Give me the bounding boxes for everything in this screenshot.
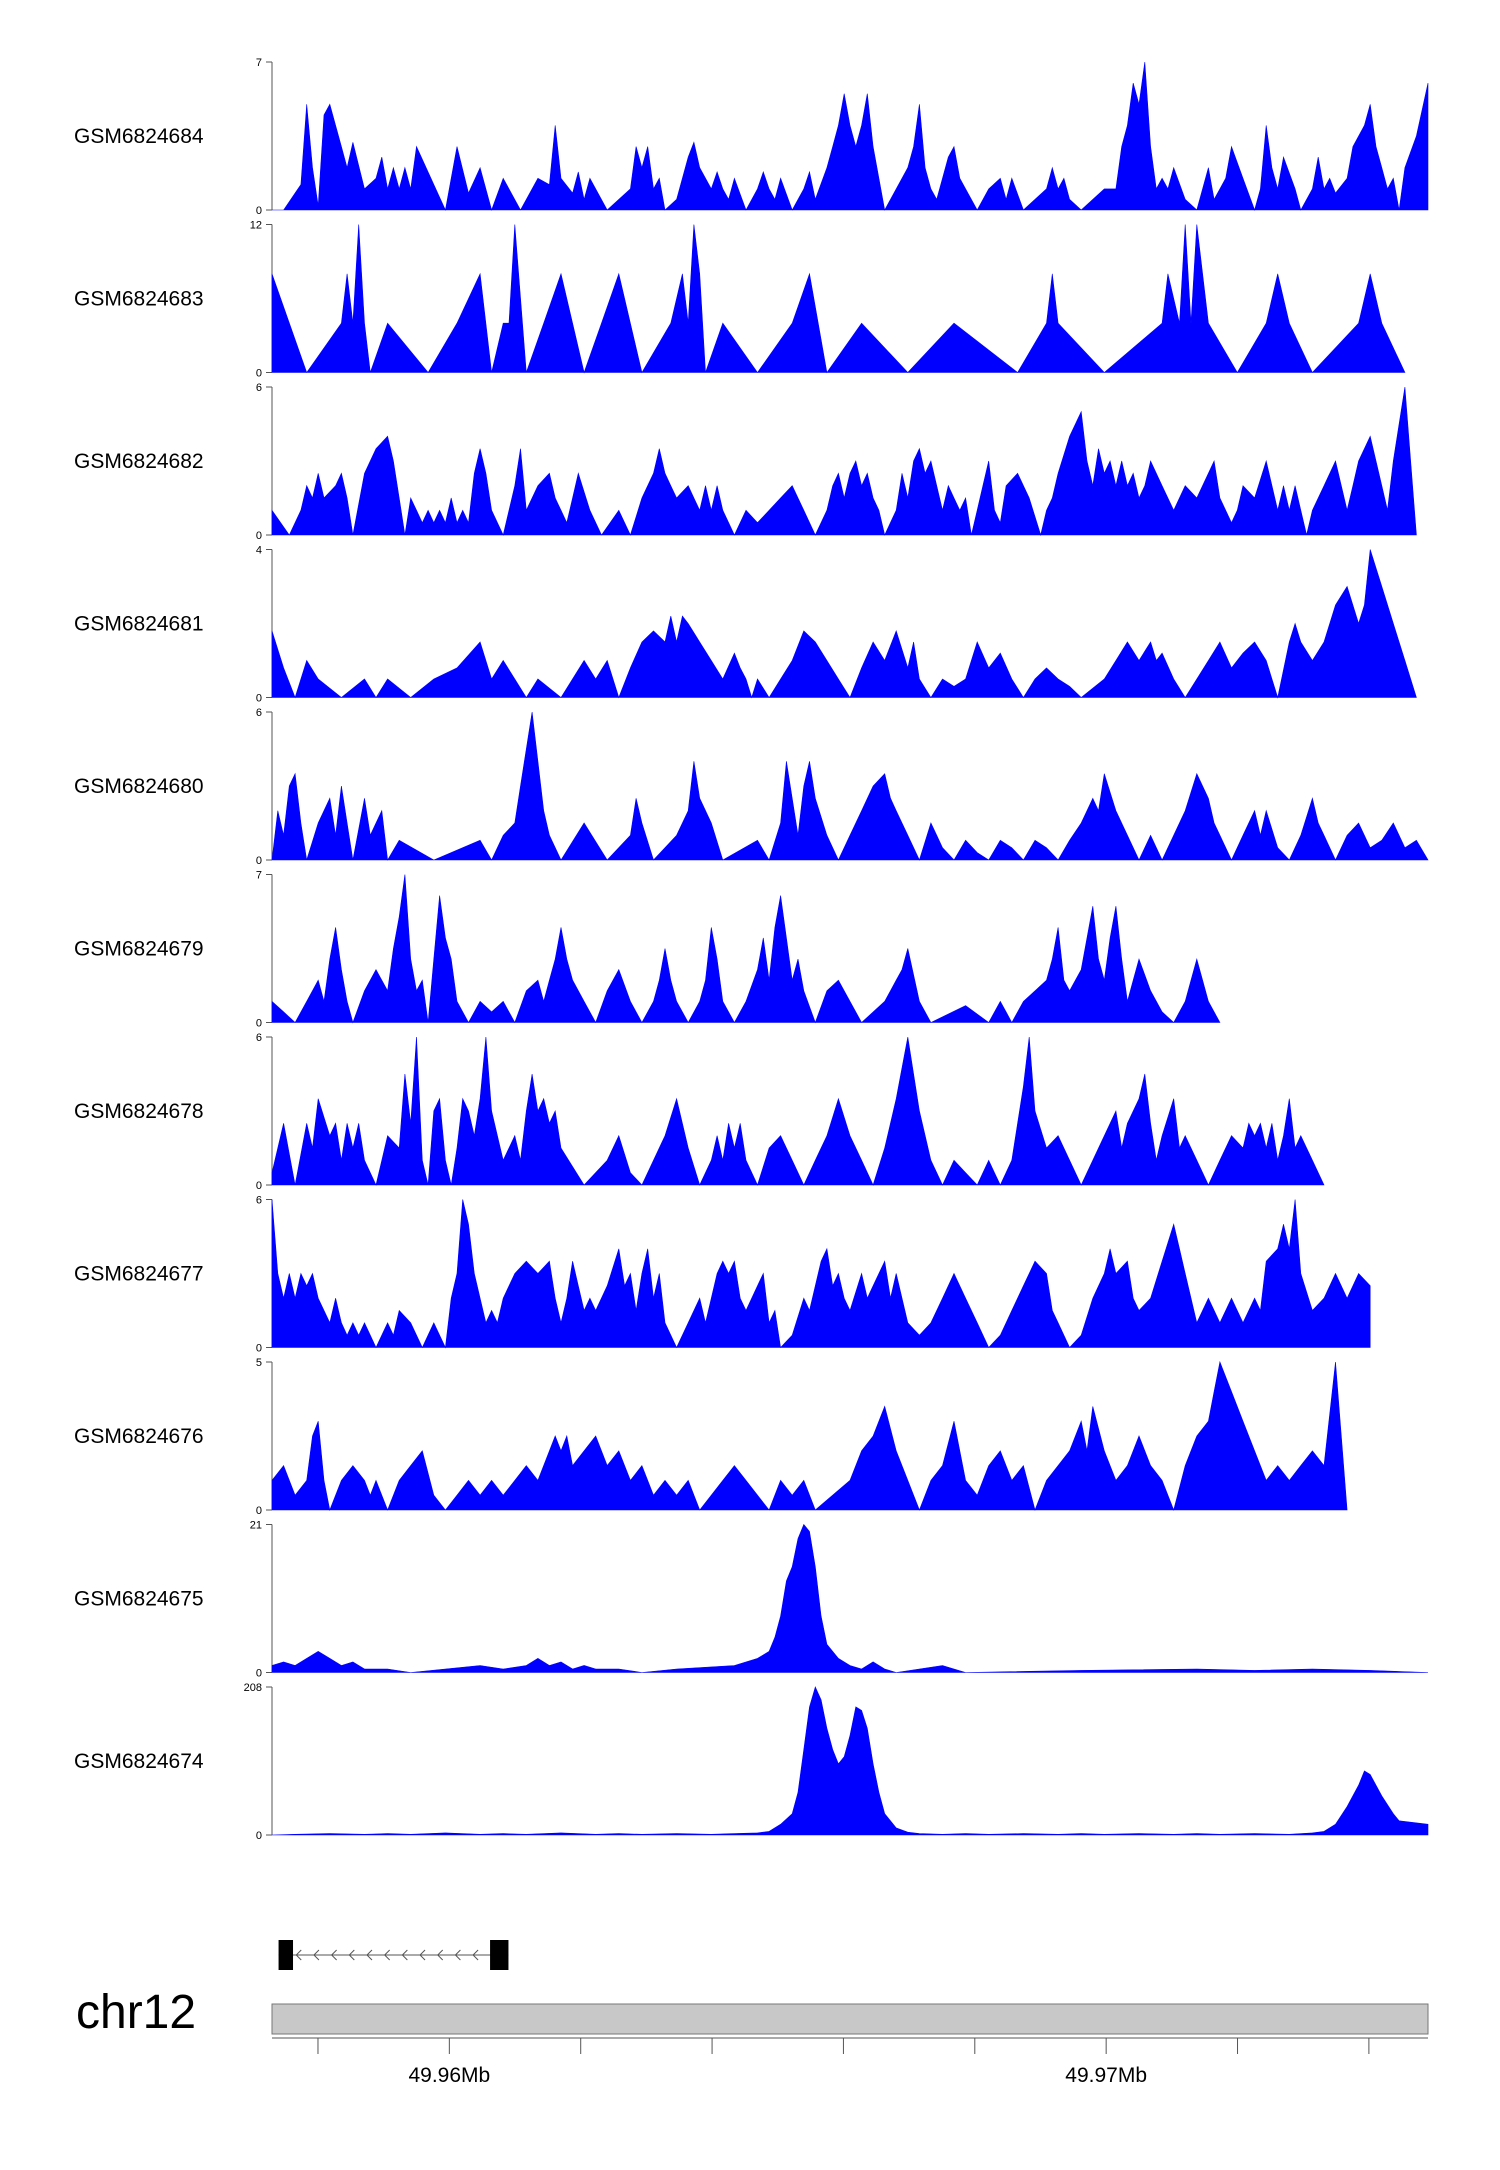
gene-exon: [490, 1940, 509, 1970]
gene-model-track: [278, 1940, 509, 1970]
coverage-area: [271, 1036, 1325, 1186]
y-tick-label-zero: 0: [256, 1668, 262, 1680]
y-tick-label-zero: 0: [256, 693, 262, 705]
y-tick-label-zero: 0: [256, 855, 262, 867]
chromosome-label: chr12: [76, 1986, 196, 2039]
track-label: GSM6824677: [74, 1263, 204, 1286]
strand-arrow: [366, 1949, 373, 1961]
y-tick-label-zero: 0: [256, 1505, 262, 1517]
y-tick-label-zero: 0: [256, 368, 262, 380]
y-tick-label-zero: 0: [256, 1180, 262, 1192]
strand-arrow: [472, 1949, 479, 1961]
coverage-area: [271, 224, 1406, 374]
y-tick-label-zero: 0: [256, 1018, 262, 1030]
genome-tick-label: 49.96Mb: [408, 2064, 490, 2087]
coverage-area: [271, 1360, 1348, 1512]
coverage-area: [271, 874, 1221, 1024]
strand-arrow: [330, 1949, 337, 1961]
track-GSM6824680: GSM6824680 6 0: [74, 707, 1429, 867]
strand-arrow: [383, 1949, 391, 1961]
track-GSM6824674: GSM6824674 208 0: [74, 1682, 1429, 1842]
y-tick-label-max: 6: [256, 382, 262, 394]
y-tick-label-zero: 0: [256, 1343, 262, 1355]
coverage-area: [271, 1686, 1429, 1836]
y-tick-label-max: 6: [256, 1195, 262, 1207]
coverage-area: [271, 1199, 1371, 1349]
coverage-area: [271, 549, 1417, 699]
track-GSM6824677: GSM6824677 6 0: [74, 1195, 1371, 1355]
y-tick-label-max: 7: [256, 870, 262, 882]
track-label: GSM6824681: [74, 613, 204, 636]
track-label: GSM6824676: [74, 1425, 204, 1448]
track-GSM6824684: GSM6824684 7 0: [74, 57, 1429, 217]
track-label: GSM6824683: [74, 288, 204, 311]
y-tick-label-max: 6: [256, 1032, 262, 1044]
track-label: GSM6824684: [74, 125, 204, 148]
track-GSM6824678: GSM6824678 6 0: [74, 1032, 1325, 1192]
y-tick-label-max: 21: [250, 1520, 262, 1532]
track-GSM6824679: GSM6824679 7 0: [74, 870, 1221, 1030]
track-label: GSM6824680: [74, 775, 204, 798]
y-tick-label-max: 4: [256, 545, 262, 557]
y-tick-label-zero: 0: [256, 1830, 262, 1842]
track-GSM6824675: GSM6824675 21 0: [74, 1520, 1429, 1680]
strand-arrow: [437, 1949, 444, 1961]
genome-tick-label: 49.97Mb: [1065, 2064, 1147, 2087]
strand-arrow: [419, 1949, 426, 1961]
y-tick-label-max: 7: [256, 57, 262, 69]
strand-arrow: [348, 1949, 355, 1961]
track-GSM6824681: GSM6824681 4 0: [74, 545, 1417, 705]
track-label: GSM6824675: [74, 1588, 204, 1611]
track-label: GSM6824678: [74, 1100, 204, 1123]
coverage-tracks: GSM682468470GSM6824683120GSM682468260GSM…: [74, 57, 1429, 1842]
strand-arrow: [401, 1949, 408, 1961]
y-tick-label-max: 208: [244, 1682, 262, 1694]
track-GSM6824683: GSM6824683 12 0: [74, 220, 1406, 380]
y-tick-label-max: 6: [256, 707, 262, 719]
y-tick-label-zero: 0: [256, 205, 262, 217]
y-tick-label-max: 5: [256, 1357, 262, 1369]
strand-arrow: [454, 1949, 461, 1961]
strand-arrow: [313, 1949, 320, 1961]
strand-arrow: [295, 1949, 302, 1961]
y-tick-label-zero: 0: [256, 530, 262, 542]
track-GSM6824682: GSM6824682 6 0: [74, 382, 1417, 542]
track-label: GSM6824674: [74, 1750, 204, 1773]
genome-axis: chr12 49.96Mb 49.97Mb: [76, 1986, 1429, 2087]
coverage-area: [272, 61, 1429, 211]
track-label: GSM6824682: [74, 450, 204, 473]
y-tick-label-max: 12: [250, 220, 262, 232]
chromosome-bar: [271, 2003, 1429, 2035]
gene-exon: [278, 1940, 294, 1970]
coverage-area: [271, 386, 1417, 537]
coverage-area: [271, 1523, 1429, 1673]
track-label: GSM6824679: [74, 938, 204, 961]
coverage-area: [271, 711, 1429, 861]
track-GSM6824676: GSM6824676 5 0: [74, 1357, 1348, 1517]
